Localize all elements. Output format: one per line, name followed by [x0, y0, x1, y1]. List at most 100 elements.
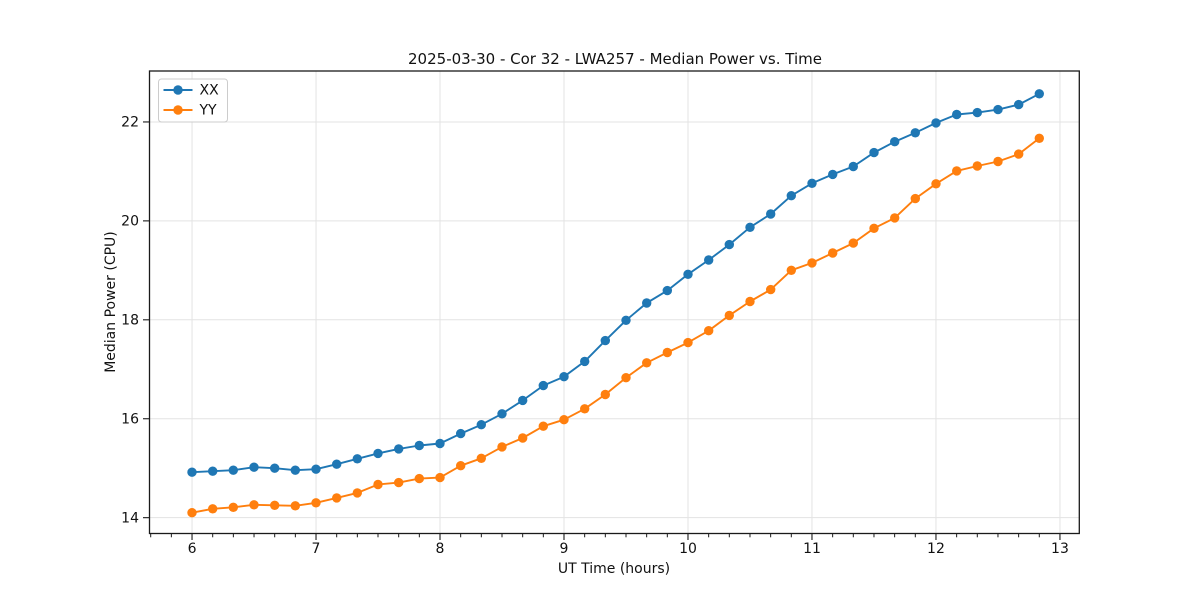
series-yy-marker	[580, 404, 590, 414]
series-xx-marker	[910, 128, 920, 138]
series-yy-marker	[538, 421, 548, 431]
series-xx-marker	[683, 269, 693, 279]
series-yy-marker	[559, 415, 569, 425]
x-tick-label: 12	[927, 541, 945, 557]
y-tick-label: 20	[121, 214, 139, 230]
series-yy-marker	[807, 258, 817, 268]
series-yy-marker	[394, 477, 404, 488]
series-yy-marker	[662, 347, 672, 358]
series-yy-marker	[497, 442, 507, 452]
series-yy-marker	[352, 488, 362, 498]
series-xx-marker	[1034, 89, 1045, 99]
x-axis-label: UT Time (hours)	[558, 561, 670, 577]
series-yy-marker	[952, 166, 962, 176]
series-xx-marker	[249, 462, 259, 472]
series-yy-marker	[828, 248, 838, 258]
plot-frame	[148, 70, 1080, 535]
legend: XX YY	[158, 78, 228, 123]
y-tick-label: 18	[121, 313, 139, 329]
series-yy-marker	[600, 389, 610, 400]
legend-label: YY	[199, 103, 218, 119]
x-tick-label: 7	[312, 541, 321, 557]
series-xx-marker	[373, 448, 383, 459]
x-tick-label: 8	[436, 541, 445, 557]
series-yy-marker	[848, 238, 858, 248]
series-xx-marker	[311, 464, 321, 474]
y-tick-label: 16	[121, 411, 139, 427]
series-yy-marker	[621, 373, 631, 383]
series-xx-marker	[766, 209, 776, 219]
series-xx-marker	[704, 255, 714, 265]
series-yy-marker	[890, 213, 900, 223]
series-xx-marker	[642, 298, 652, 308]
series-xx-marker	[435, 438, 445, 449]
series-yy-marker	[249, 500, 259, 510]
axis-layer: 6 7 8 9 10 11 12 13 14 16 18 20 22	[121, 70, 1080, 557]
series-yy-marker	[208, 504, 218, 514]
series-yy-marker	[456, 461, 466, 471]
series-xx-marker	[662, 285, 672, 296]
series-yy-marker	[1014, 149, 1024, 159]
series-xx-marker	[352, 454, 362, 464]
x-tick-label: 9	[560, 541, 569, 557]
x-tick-label: 13	[1051, 541, 1069, 557]
series-xx-marker	[890, 137, 900, 147]
series-yy-marker	[642, 358, 652, 368]
y-tick-label: 22	[121, 115, 139, 131]
series-yy-marker	[1034, 133, 1045, 143]
series-yy-marker	[228, 502, 238, 512]
series-xx-marker	[1014, 99, 1024, 110]
series-xx-marker	[848, 161, 858, 172]
series-yy-marker	[931, 179, 941, 189]
series-xx-marker	[270, 463, 280, 473]
series-xx-marker	[745, 222, 755, 232]
series-yy-marker	[311, 498, 321, 508]
series-yy-marker	[869, 223, 879, 233]
series-yy-line	[191, 137, 1041, 514]
y-tick-label: 14	[121, 510, 139, 526]
series-yy-marker	[414, 473, 424, 484]
series-xx-marker	[497, 409, 507, 419]
series-xx-line	[191, 92, 1041, 474]
x-tick-label: 6	[188, 541, 197, 557]
series-yy-marker	[683, 337, 693, 348]
series-xx-marker	[931, 118, 941, 128]
series-xx-marker	[807, 178, 817, 188]
grid-layer	[149, 71, 1080, 534]
chart-title: 2025-03-30 - Cor 32 - LWA257 - Median Po…	[408, 50, 822, 68]
series-xx-marker	[621, 315, 631, 325]
series-xx-marker	[394, 444, 404, 454]
series-xx-marker	[476, 420, 486, 430]
series-yy-marker	[704, 326, 714, 336]
series-yy-marker	[972, 161, 982, 171]
legend-label: XX	[200, 83, 220, 99]
series-yy-marker	[766, 284, 776, 295]
series-xx-marker	[332, 459, 342, 469]
series-xx-marker	[580, 356, 590, 367]
y-axis-label: Median Power (CPU)	[103, 231, 119, 373]
series-xx-marker	[518, 395, 528, 406]
series-layer	[187, 89, 1045, 518]
series-yy-marker	[332, 493, 342, 503]
series-yy-marker	[373, 479, 383, 490]
series-yy-marker	[724, 310, 734, 321]
series-yy-marker	[270, 500, 280, 510]
series-yy-marker	[786, 265, 796, 275]
legend-sample-marker	[173, 85, 183, 95]
series-yy-marker	[435, 472, 445, 483]
series-yy-marker	[910, 193, 920, 204]
series-xx-marker	[600, 335, 610, 346]
series-xx-marker	[724, 239, 734, 250]
legend-sample-marker	[173, 105, 183, 115]
series-xx-marker	[869, 147, 879, 158]
series-xx-marker	[456, 428, 466, 439]
series-xx-marker	[414, 440, 424, 451]
series-yy-marker	[290, 501, 300, 511]
series-yy-marker	[476, 453, 486, 463]
series-yy-marker	[187, 508, 197, 518]
x-tick-label: 11	[803, 541, 821, 557]
x-tick-label: 10	[679, 541, 697, 557]
series-xx-marker	[993, 104, 1003, 115]
